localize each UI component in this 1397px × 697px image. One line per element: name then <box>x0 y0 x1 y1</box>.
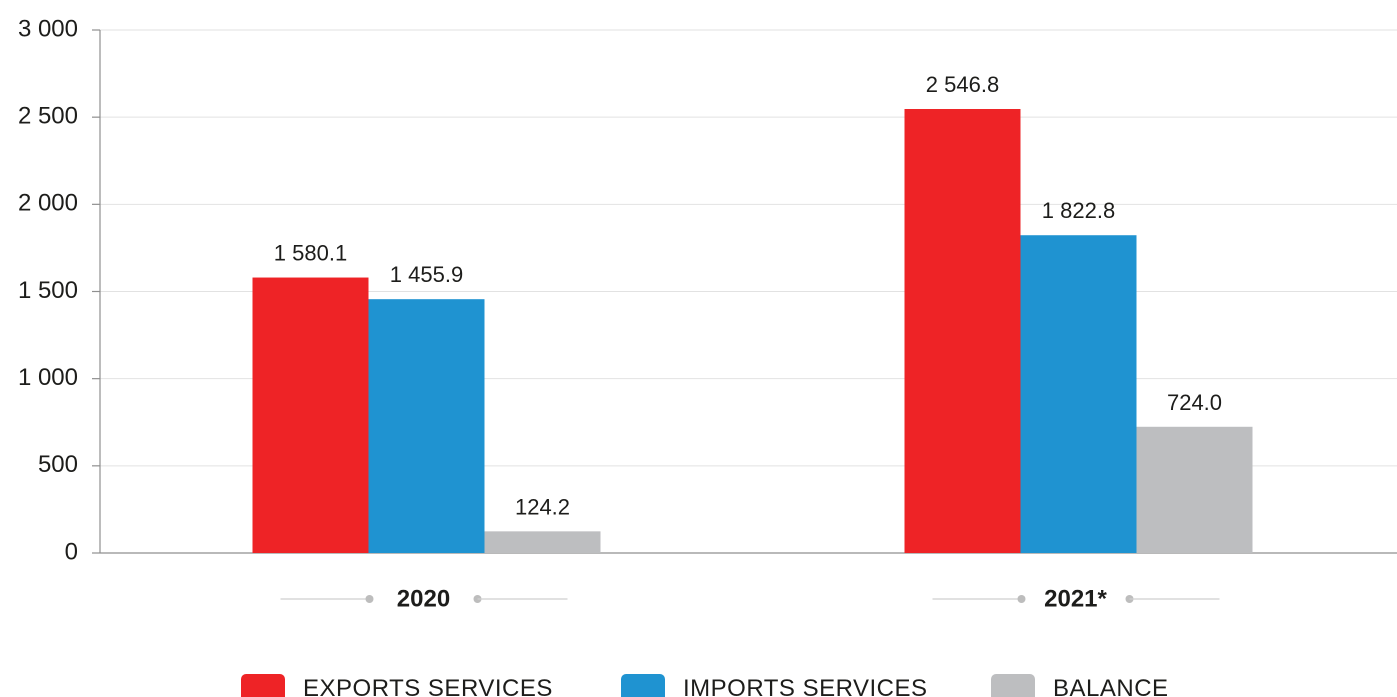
value-label-imports-services-2020: 1 455.9 <box>390 262 463 287</box>
value-labels: 1 580.1 1 455.9 124.2 2 546.8 1 822.8 724.0 <box>274 72 1222 519</box>
y-tick-label: 3 000 <box>18 15 78 42</box>
y-tick-label: 0 <box>65 538 78 565</box>
value-label-balance-2020: 124.2 <box>515 494 570 519</box>
legend-swatch-balance <box>991 674 1035 697</box>
value-label-imports-services-2021: 1 822.8 <box>1042 198 1115 223</box>
bar-balance-2020 <box>484 531 601 553</box>
y-tick-label: 2 500 <box>18 103 78 130</box>
bar-exports-services-2020 <box>252 277 369 553</box>
bar-balance-2021 <box>1136 426 1253 553</box>
value-label-balance-2021: 724.0 <box>1167 390 1222 415</box>
bar-imports-services-2021 <box>1020 235 1137 553</box>
legend-label-imports-services: IMPORTS SERVICES <box>683 675 928 697</box>
legend-swatch-imports-services <box>621 674 665 697</box>
y-axis: 0 500 1 000 1 500 2 000 2 500 3 000 <box>18 15 1397 565</box>
value-label-exports-services-2020: 1 580.1 <box>274 241 347 266</box>
legend-label-balance: BALANCE <box>1053 675 1169 697</box>
bar-imports-services-2020 <box>368 299 485 553</box>
x-axis-categories: 2020 2021* <box>280 585 1220 612</box>
y-tick-label: 1 500 <box>18 277 78 304</box>
bars <box>252 109 1253 553</box>
category-label-2020: 2020 <box>397 585 450 612</box>
legend-swatch-exports-services <box>241 674 285 697</box>
category-label-2021: 2021* <box>1044 585 1107 612</box>
category-dot-left <box>1017 595 1026 603</box>
legend-label-exports-services: EXPORTS SERVICES <box>303 675 553 697</box>
y-tick-label: 2 000 <box>18 190 78 217</box>
y-tick-label: 500 <box>38 451 78 478</box>
y-tick-label: 1 000 <box>18 364 78 391</box>
value-label-exports-services-2021: 2 546.8 <box>926 72 999 97</box>
bar-exports-services-2021 <box>904 109 1021 553</box>
legend: EXPORTS SERVICES IMPORTS SERVICES BALANCE <box>241 674 1169 697</box>
category-dot-left <box>365 595 374 603</box>
